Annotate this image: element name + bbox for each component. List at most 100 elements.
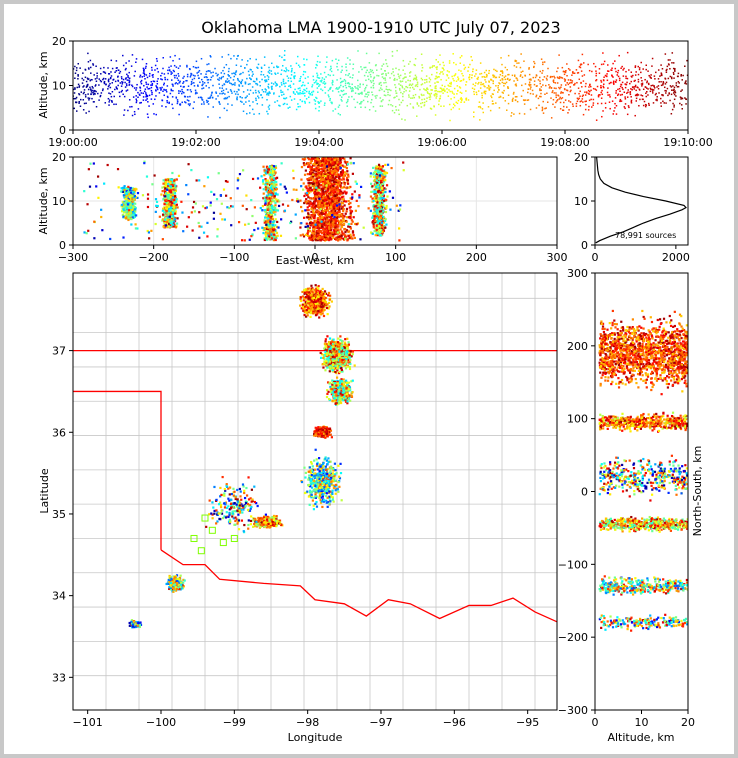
ew-source-point: [262, 182, 265, 185]
time-source-point: [95, 84, 97, 86]
time-source-point: [181, 88, 183, 91]
time-source-point: [283, 102, 286, 105]
time-source-point: [303, 70, 305, 73]
ew-source-point: [265, 171, 268, 175]
time-source-point: [535, 95, 537, 98]
time-source-point: [559, 87, 561, 90]
time-source-point: [170, 79, 173, 81]
time-source-point: [499, 79, 502, 82]
time-source-point: [439, 54, 441, 56]
time-source-point: [511, 100, 514, 102]
time-source-point: [358, 71, 360, 73]
ew-source-point: [344, 228, 347, 231]
time-source-point: [107, 80, 110, 83]
time-source-point: [429, 66, 431, 69]
time-source-point: [646, 90, 648, 93]
ew-source-point: [131, 216, 134, 219]
ew-source-point: [268, 194, 272, 198]
time-source-point: [287, 88, 289, 91]
time-source-point: [359, 83, 361, 85]
time-source-point: [465, 90, 467, 92]
time-source-point: [539, 70, 542, 73]
ew-source-point: [273, 169, 276, 173]
ew-source-point: [301, 210, 304, 213]
ew-source-point: [165, 220, 169, 223]
time-source-point: [150, 98, 153, 100]
time-source-point: [488, 89, 491, 91]
time-source-point: [74, 65, 76, 68]
ew-source-point: [170, 204, 173, 207]
time-source-point: [481, 83, 484, 86]
time-source-point: [161, 86, 163, 89]
time-source-point: [660, 102, 662, 104]
time-source-point: [194, 89, 197, 92]
time-source-point: [528, 81, 531, 83]
time-source-point: [100, 80, 103, 83]
time-source-point: [681, 97, 684, 100]
time-source-point: [88, 99, 90, 101]
time-source-point: [532, 66, 535, 69]
ew-source-point: [309, 238, 312, 241]
time-source-point: [270, 82, 273, 84]
time-source-point: [159, 87, 161, 89]
time-source-point: [135, 100, 138, 102]
time-source-point: [627, 91, 629, 94]
time-source-point: [646, 81, 648, 84]
time-source-point: [352, 87, 354, 90]
time-source-point: [537, 97, 540, 100]
time-source-point: [167, 72, 169, 75]
time-source-point: [436, 71, 438, 74]
time-source-point: [643, 100, 646, 103]
time-source-point: [303, 84, 306, 87]
time-source-point: [252, 101, 254, 103]
time-source-point: [443, 105, 445, 107]
time-source-point: [603, 86, 605, 89]
time-source-point: [577, 71, 580, 74]
time-source-point: [162, 67, 164, 70]
time-source-point: [135, 101, 138, 104]
ew-source-point: [127, 212, 130, 215]
time-source-point: [401, 86, 404, 89]
time-source-point: [221, 87, 224, 89]
time-source-point: [560, 86, 562, 89]
time-source-point: [522, 70, 524, 73]
time-source-point: [504, 100, 507, 102]
ew-source-point: [340, 221, 343, 224]
time-source-point: [513, 91, 515, 94]
time-source-point: [510, 112, 513, 114]
time-source-point: [125, 90, 128, 92]
time-source-point: [404, 119, 406, 121]
time-source-point: [108, 78, 110, 81]
ew-source-point: [278, 200, 281, 203]
time-source-point: [138, 93, 141, 96]
time-source-point: [489, 86, 492, 89]
time-source-point: [219, 92, 221, 95]
time-source-point: [189, 89, 192, 91]
time-source-point: [290, 65, 292, 67]
time-source-point: [637, 78, 640, 81]
time-source-point: [107, 67, 109, 69]
time-source-point: [428, 96, 430, 99]
time-source-point: [294, 75, 296, 77]
ew-source-point: [331, 223, 334, 227]
time-source-point: [463, 64, 465, 66]
ew-source-point: [328, 191, 331, 194]
time-source-point: [120, 85, 123, 87]
time-source-point: [286, 103, 288, 106]
time-source-point: [121, 83, 124, 85]
time-source-point: [457, 78, 460, 80]
time-source-point: [543, 61, 546, 63]
ew-source-point: [168, 181, 171, 184]
time-source-point: [570, 89, 572, 92]
time-source-point: [539, 88, 541, 90]
time-source-point: [154, 69, 156, 71]
ew-source-point: [346, 176, 349, 179]
time-source-point: [674, 70, 676, 72]
time-source-point: [274, 81, 277, 83]
time-source-point: [361, 100, 363, 103]
time-source-point: [108, 101, 110, 103]
time-source-point: [110, 95, 113, 98]
ew-source-point: [131, 194, 134, 197]
time-source-point: [396, 78, 398, 81]
time-source-point: [498, 107, 501, 109]
